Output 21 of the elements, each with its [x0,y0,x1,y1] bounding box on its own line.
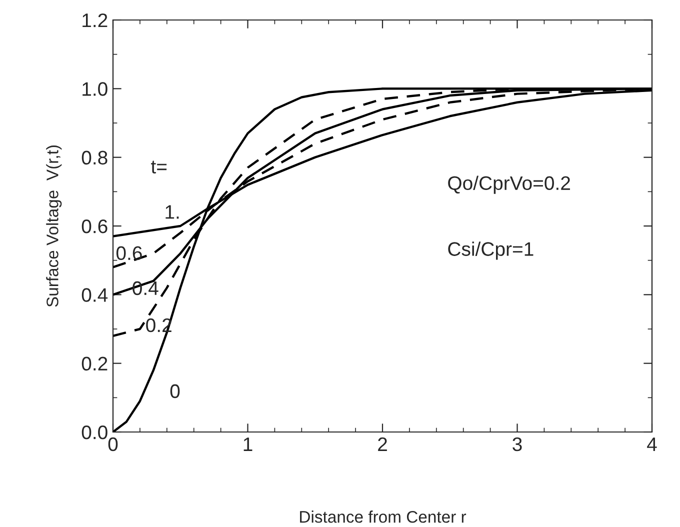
y-tick-label: 1.2 [82,13,108,28]
x-axis-title: Distance from Center r [300,510,466,523]
y-tick-label: 0.4 [82,288,108,302]
x-tick-label: 0 [108,437,118,452]
y-tick-label: 0.6 [82,219,108,234]
y-tick-label: 1.0 [82,82,108,96]
x-tick-label: 1 [244,438,252,451]
x-tick-label: 4 [647,438,657,451]
annotation: 0 [170,384,180,398]
x-tick-label: 2 [378,437,387,451]
annotation: t= [151,160,167,174]
annotation: Qo/CprVo=0.2 [448,176,570,194]
annotation: Csi/Cpr=1 [448,242,534,260]
y-tick-label: 0.0 [82,425,108,440]
y-tick-label: 0.2 [82,356,108,371]
annotation: 1. [166,205,179,219]
y-axis-title: Surface Voltage V(r,t) [46,146,62,307]
annotation: 0.4 [132,281,158,296]
x-tick-label: 3 [512,437,522,452]
annotation: 0.6 [116,246,142,260]
y-tick-label: 0.8 [82,150,108,165]
